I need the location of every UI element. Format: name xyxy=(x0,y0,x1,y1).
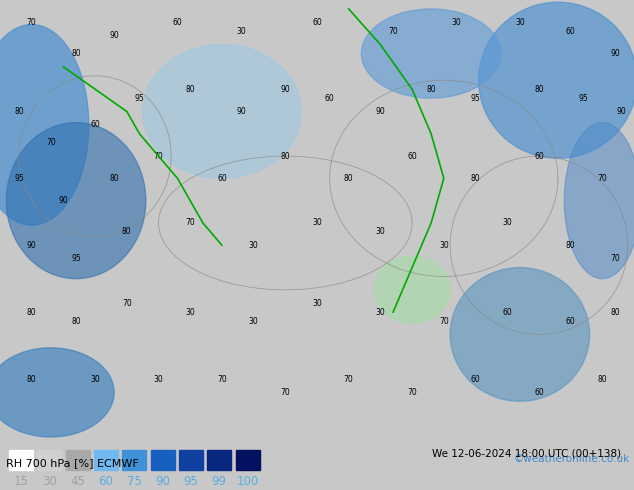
Ellipse shape xyxy=(361,9,501,98)
Bar xyxy=(122,450,146,470)
Text: 30: 30 xyxy=(515,18,525,27)
Text: RH 700 hPa [%] ECMWF: RH 700 hPa [%] ECMWF xyxy=(6,458,139,468)
Ellipse shape xyxy=(479,2,634,158)
Text: 70: 70 xyxy=(388,27,398,36)
Ellipse shape xyxy=(143,45,301,178)
Text: 80: 80 xyxy=(185,85,195,94)
Text: 80: 80 xyxy=(597,374,607,384)
Bar xyxy=(179,450,203,470)
Text: 80: 80 xyxy=(610,308,620,317)
Text: 60: 60 xyxy=(470,374,481,384)
Text: We 12-06-2024 18:00 UTC (00+138): We 12-06-2024 18:00 UTC (00+138) xyxy=(432,448,621,458)
Text: 30: 30 xyxy=(185,308,195,317)
Text: 95: 95 xyxy=(183,475,198,488)
Text: 70: 70 xyxy=(597,174,607,183)
Text: 70: 70 xyxy=(185,219,195,227)
Text: 70: 70 xyxy=(153,151,164,161)
Text: 30: 30 xyxy=(312,219,322,227)
Text: 60: 60 xyxy=(534,388,544,397)
Text: 95: 95 xyxy=(578,94,588,102)
Text: 60: 60 xyxy=(98,475,113,488)
Text: 30: 30 xyxy=(375,227,385,236)
Text: 15: 15 xyxy=(13,475,29,488)
Text: 60: 60 xyxy=(312,18,322,27)
Text: 30: 30 xyxy=(90,374,100,384)
Text: 30: 30 xyxy=(375,308,385,317)
Ellipse shape xyxy=(0,24,89,225)
Bar xyxy=(151,450,175,470)
Text: 60: 60 xyxy=(217,174,227,183)
Text: 30: 30 xyxy=(502,219,512,227)
Bar xyxy=(66,450,90,470)
Text: 30: 30 xyxy=(42,475,56,488)
Text: 90: 90 xyxy=(616,107,626,116)
Text: 60: 60 xyxy=(172,18,183,27)
Text: 60: 60 xyxy=(90,121,100,129)
Text: 80: 80 xyxy=(27,374,37,384)
Text: 80: 80 xyxy=(122,227,132,236)
Ellipse shape xyxy=(6,122,146,279)
Text: 80: 80 xyxy=(534,85,544,94)
Text: 30: 30 xyxy=(439,241,449,250)
Text: 70: 70 xyxy=(280,388,290,397)
Text: 60: 60 xyxy=(325,94,335,102)
Text: 60: 60 xyxy=(407,151,417,161)
Text: 70: 70 xyxy=(344,374,354,384)
Text: 80: 80 xyxy=(566,241,576,250)
Ellipse shape xyxy=(374,256,450,323)
Ellipse shape xyxy=(564,122,634,279)
Text: 30: 30 xyxy=(249,317,259,325)
Text: 80: 80 xyxy=(344,174,354,183)
Text: 95: 95 xyxy=(470,94,481,102)
Text: 95: 95 xyxy=(71,254,81,263)
Text: 80: 80 xyxy=(27,308,37,317)
Text: 30: 30 xyxy=(153,374,164,384)
Text: 70: 70 xyxy=(407,388,417,397)
Text: 80: 80 xyxy=(426,85,436,94)
Text: 95: 95 xyxy=(14,174,24,183)
Text: 75: 75 xyxy=(127,475,141,488)
Text: 70: 70 xyxy=(46,138,56,147)
Text: 70: 70 xyxy=(27,18,37,27)
Text: 90: 90 xyxy=(58,196,68,205)
Text: 60: 60 xyxy=(566,27,576,36)
Text: 30: 30 xyxy=(249,241,259,250)
Text: 60: 60 xyxy=(566,317,576,325)
Text: 80: 80 xyxy=(280,151,290,161)
Text: 90: 90 xyxy=(375,107,385,116)
Text: 80: 80 xyxy=(71,49,81,58)
Text: 80: 80 xyxy=(470,174,481,183)
Text: 30: 30 xyxy=(312,299,322,308)
Text: 90: 90 xyxy=(236,107,246,116)
Text: 90: 90 xyxy=(27,241,37,250)
Ellipse shape xyxy=(0,348,114,437)
Bar xyxy=(236,450,259,470)
Text: 90: 90 xyxy=(280,85,290,94)
Text: 70: 70 xyxy=(439,317,449,325)
Text: 30: 30 xyxy=(236,27,246,36)
Bar xyxy=(94,450,118,470)
Text: 99: 99 xyxy=(212,475,226,488)
Text: 70: 70 xyxy=(217,374,227,384)
Bar xyxy=(207,450,231,470)
Text: 90: 90 xyxy=(109,31,119,40)
Ellipse shape xyxy=(450,268,590,401)
Text: 70: 70 xyxy=(122,299,132,308)
Text: 90: 90 xyxy=(155,475,170,488)
Text: 45: 45 xyxy=(70,475,85,488)
Text: 80: 80 xyxy=(109,174,119,183)
Text: 100: 100 xyxy=(236,475,259,488)
Bar xyxy=(9,450,33,470)
Text: 95: 95 xyxy=(134,94,145,102)
Text: 60: 60 xyxy=(502,308,512,317)
Text: 30: 30 xyxy=(451,18,462,27)
Text: 90: 90 xyxy=(610,49,620,58)
Text: ©weatheronline.co.uk: ©weatheronline.co.uk xyxy=(514,454,630,464)
Text: 80: 80 xyxy=(14,107,24,116)
Text: 80: 80 xyxy=(71,317,81,325)
Bar xyxy=(37,450,61,470)
Text: 70: 70 xyxy=(610,254,620,263)
Text: 60: 60 xyxy=(534,151,544,161)
